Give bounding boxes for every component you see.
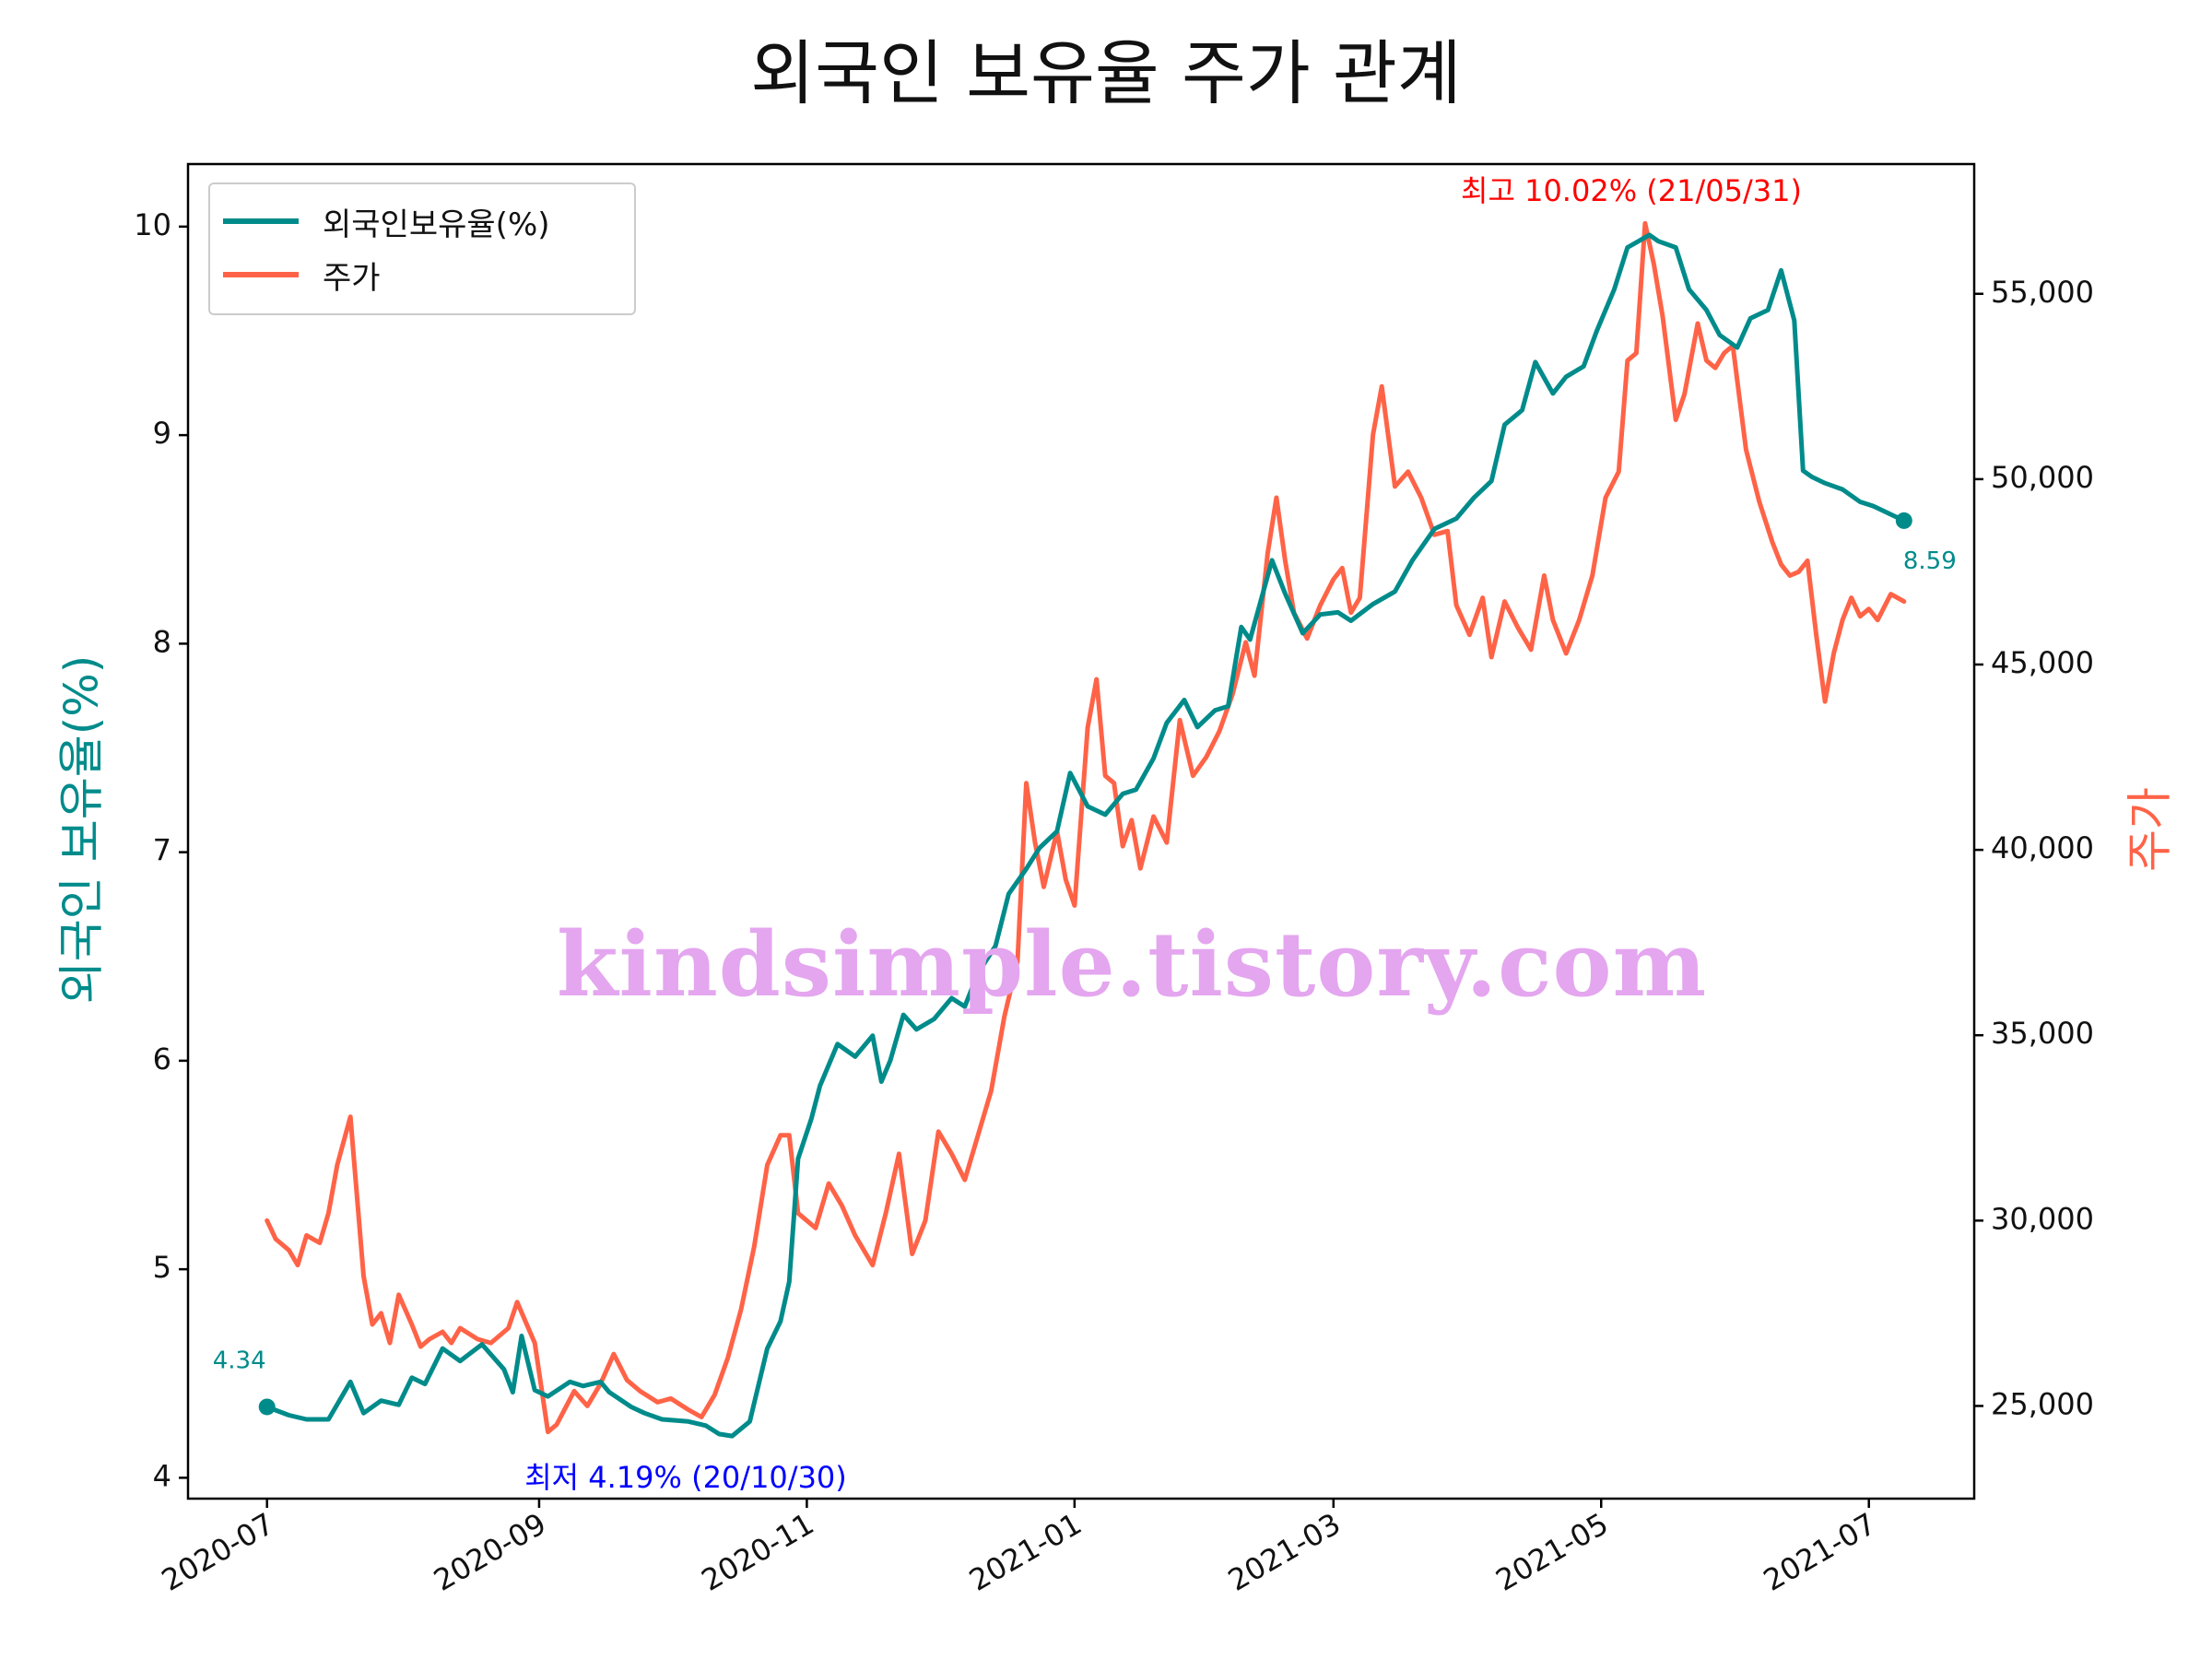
y2-tick-label: 55,000 — [1991, 275, 2094, 310]
series-layer — [265, 220, 1907, 1439]
y2-tick-label: 50,000 — [1991, 460, 2094, 495]
right-axis-ticks: 25,000 30,000 35,000 40,000 45,000 50,000 55,0… — [1974, 275, 2094, 1421]
price-series-line — [265, 220, 1907, 1435]
x-tick-label: 2020-07 — [156, 1506, 280, 1598]
left-axis-ticks: 4 5 6 7 8 9 10 — [134, 207, 188, 1493]
y2-tick-label: 45,000 — [1991, 645, 2094, 680]
end-point-marker — [1895, 512, 1912, 529]
min-annotation: 최저 4.19% (20/10/30) — [524, 1460, 847, 1495]
x-axis-ticks: 2020-07 2020-09 2020-11 2021-01 2021-03 2021-… — [156, 1499, 1882, 1598]
y-tick-label: 4 — [153, 1458, 171, 1493]
y2-tick-label: 30,000 — [1991, 1201, 2094, 1236]
ownership-series-line — [265, 232, 1907, 1439]
watermark: kindsimple.tistory.com — [557, 912, 1708, 1017]
legend-label-ownership: 외국인보유율(%) — [323, 206, 550, 243]
y2-tick-label: 35,000 — [1991, 1016, 2094, 1051]
legend-item-price: 주가 — [223, 249, 381, 300]
y-tick-label: 10 — [134, 207, 171, 242]
start-point-marker — [258, 1398, 276, 1416]
annotation-layer: 4.34 8.59 최고 10.02% (21/05/31) 최저 4.19% (20… — [213, 173, 1957, 1495]
legend-label-price: 주가 — [323, 259, 381, 297]
y2-tick-label: 40,000 — [1991, 830, 2094, 865]
y-tick-label: 9 — [153, 416, 171, 451]
x-tick-label: 2021-05 — [1489, 1506, 1614, 1598]
legend-swatch-ownership — [223, 218, 299, 224]
y-tick-label: 8 — [153, 624, 171, 659]
x-tick-label: 2020-09 — [428, 1506, 552, 1598]
y2-axis-label: 주가 — [2124, 787, 2177, 872]
end-value-label: 8.59 — [1903, 547, 1957, 575]
chart-title: 외국인 보유율 주가 관계 — [750, 32, 1462, 114]
y-tick-label: 7 — [153, 833, 171, 868]
x-tick-label: 2020-11 — [696, 1506, 820, 1598]
y-tick-label: 6 — [153, 1041, 171, 1077]
legend-swatch-price — [223, 272, 299, 277]
start-value-label: 4.34 — [213, 1347, 266, 1374]
max-annotation: 최고 10.02% (21/05/31) — [1461, 173, 1802, 208]
y2-tick-label: 25,000 — [1991, 1386, 2094, 1421]
legend: 외국인보유율(%) 주가 — [208, 182, 636, 315]
x-tick-label: 2021-01 — [963, 1506, 1088, 1598]
legend-item-ownership: 외국인보유율(%) — [223, 195, 550, 247]
x-tick-label: 2021-07 — [1758, 1506, 1882, 1598]
y-axis-label: 외국인 보유율(%) — [55, 655, 109, 1004]
y-tick-label: 5 — [153, 1250, 171, 1285]
plot-frame — [186, 162, 1976, 1500]
x-tick-label: 2021-03 — [1222, 1506, 1347, 1598]
